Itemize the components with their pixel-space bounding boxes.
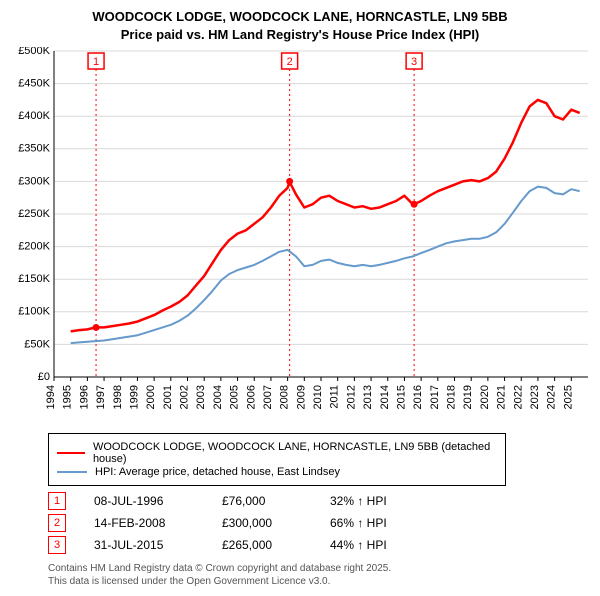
sale-marker-box: 3 <box>48 536 66 554</box>
legend-row: HPI: Average price, detached house, East… <box>57 466 497 478</box>
x-tick-label: 2017 <box>429 385 441 409</box>
x-tick-label: 2024 <box>546 385 558 409</box>
legend-swatch <box>57 471 87 473</box>
x-tick-label: 2008 <box>279 385 291 409</box>
sale-price: £265,000 <box>222 538 302 552</box>
y-tick-label: £350K <box>18 143 50 155</box>
x-tick-label: 1999 <box>128 385 140 409</box>
sale-date: 08-JUL-1996 <box>94 494 194 508</box>
y-tick-label: £150K <box>18 273 50 285</box>
chart-svg: £0 £50K £100K £150K £200K £250K £300K £350K £400… <box>8 47 592 427</box>
y-tick-label: £400K <box>18 110 50 122</box>
sale-pct: 32% ↑ HPI <box>330 494 430 508</box>
x-tick-label: 2004 <box>212 385 224 409</box>
price-chart: £0 £50K £100K £150K £200K £250K £300K £350K £400… <box>8 47 592 427</box>
sale-date: 14-FEB-2008 <box>94 516 194 530</box>
legend-row: WOODCOCK LODGE, WOODCOCK LANE, HORNCASTL… <box>57 441 497 465</box>
legend: WOODCOCK LODGE, WOODCOCK LANE, HORNCASTL… <box>48 433 506 486</box>
x-tick-label: 2016 <box>412 385 424 409</box>
chart-title: WOODCOCK LODGE, WOODCOCK LANE, HORNCASTL… <box>8 8 592 43</box>
sale-row: 3 31-JUL-2015 £265,000 44% ↑ HPI <box>48 536 592 554</box>
sales-table: 1 08-JUL-1996 £76,000 32% ↑ HPI 2 14-FEB-2008… <box>48 492 592 554</box>
sale-marker-number: 2 <box>287 56 293 68</box>
sale-pct: 66% ↑ HPI <box>330 516 430 530</box>
title-line1: WOODCOCK LODGE, WOODCOCK LANE, HORNCASTL… <box>8 8 592 26</box>
x-tick-label: 2018 <box>446 385 458 409</box>
x-tick-label: 2012 <box>345 385 357 409</box>
sale-row: 2 14-FEB-2008 £300,000 66% ↑ HPI <box>48 514 592 532</box>
x-tick-label: 2001 <box>162 385 174 409</box>
y-tick-label: £50K <box>24 338 50 350</box>
x-tick-label: 2025 <box>562 385 574 409</box>
x-tick-label: 2000 <box>145 385 157 409</box>
sale-marker-number: 3 <box>411 56 417 68</box>
y-tick-label: £450K <box>18 78 50 90</box>
title-line2: Price paid vs. HM Land Registry's House … <box>8 26 592 44</box>
footer-line1: Contains HM Land Registry data © Crown c… <box>48 562 592 575</box>
legend-swatch <box>57 452 85 454</box>
x-tick-label: 2021 <box>496 385 508 409</box>
footer: Contains HM Land Registry data © Crown c… <box>48 562 592 588</box>
series-line <box>71 187 580 344</box>
sale-pct: 44% ↑ HPI <box>330 538 430 552</box>
x-tick-label: 2014 <box>379 385 391 409</box>
x-tick-label: 1994 <box>45 385 57 409</box>
sale-row: 1 08-JUL-1996 £76,000 32% ↑ HPI <box>48 492 592 510</box>
y-tick-label: £250K <box>18 208 50 220</box>
y-tick-label: £500K <box>18 47 50 57</box>
x-tick-label: 1995 <box>62 385 74 409</box>
y-tick-label: £0 <box>38 371 50 383</box>
x-tick-label: 2006 <box>245 385 257 409</box>
x-tick-label: 2010 <box>312 385 324 409</box>
x-tick-label: 1998 <box>112 385 124 409</box>
y-tick-label: £200K <box>18 241 50 253</box>
x-tick-label: 2007 <box>262 385 274 409</box>
x-tick-label: 2005 <box>229 385 241 409</box>
x-tick-label: 2020 <box>479 385 491 409</box>
x-tick-label: 2019 <box>462 385 474 409</box>
x-tick-label: 1996 <box>78 385 90 409</box>
x-tick-label: 2002 <box>179 385 191 409</box>
sale-marker-number: 1 <box>93 56 99 68</box>
series-line <box>71 100 580 332</box>
x-tick-label: 2015 <box>395 385 407 409</box>
sale-marker-box: 1 <box>48 492 66 510</box>
sale-price: £76,000 <box>222 494 302 508</box>
x-tick-label: 1997 <box>95 385 107 409</box>
x-tick-label: 2003 <box>195 385 207 409</box>
x-tick-label: 2013 <box>362 385 374 409</box>
y-tick-label: £100K <box>18 306 50 318</box>
x-tick-label: 2023 <box>529 385 541 409</box>
sale-price: £300,000 <box>222 516 302 530</box>
x-tick-label: 2011 <box>329 385 341 409</box>
legend-label: WOODCOCK LODGE, WOODCOCK LANE, HORNCASTL… <box>93 441 497 465</box>
y-tick-label: £300K <box>18 175 50 187</box>
legend-label: HPI: Average price, detached house, East… <box>95 466 340 478</box>
footer-line2: This data is licensed under the Open Gov… <box>48 575 592 588</box>
sale-marker-box: 2 <box>48 514 66 532</box>
x-tick-label: 2022 <box>512 385 524 409</box>
x-tick-label: 2009 <box>295 385 307 409</box>
sale-date: 31-JUL-2015 <box>94 538 194 552</box>
